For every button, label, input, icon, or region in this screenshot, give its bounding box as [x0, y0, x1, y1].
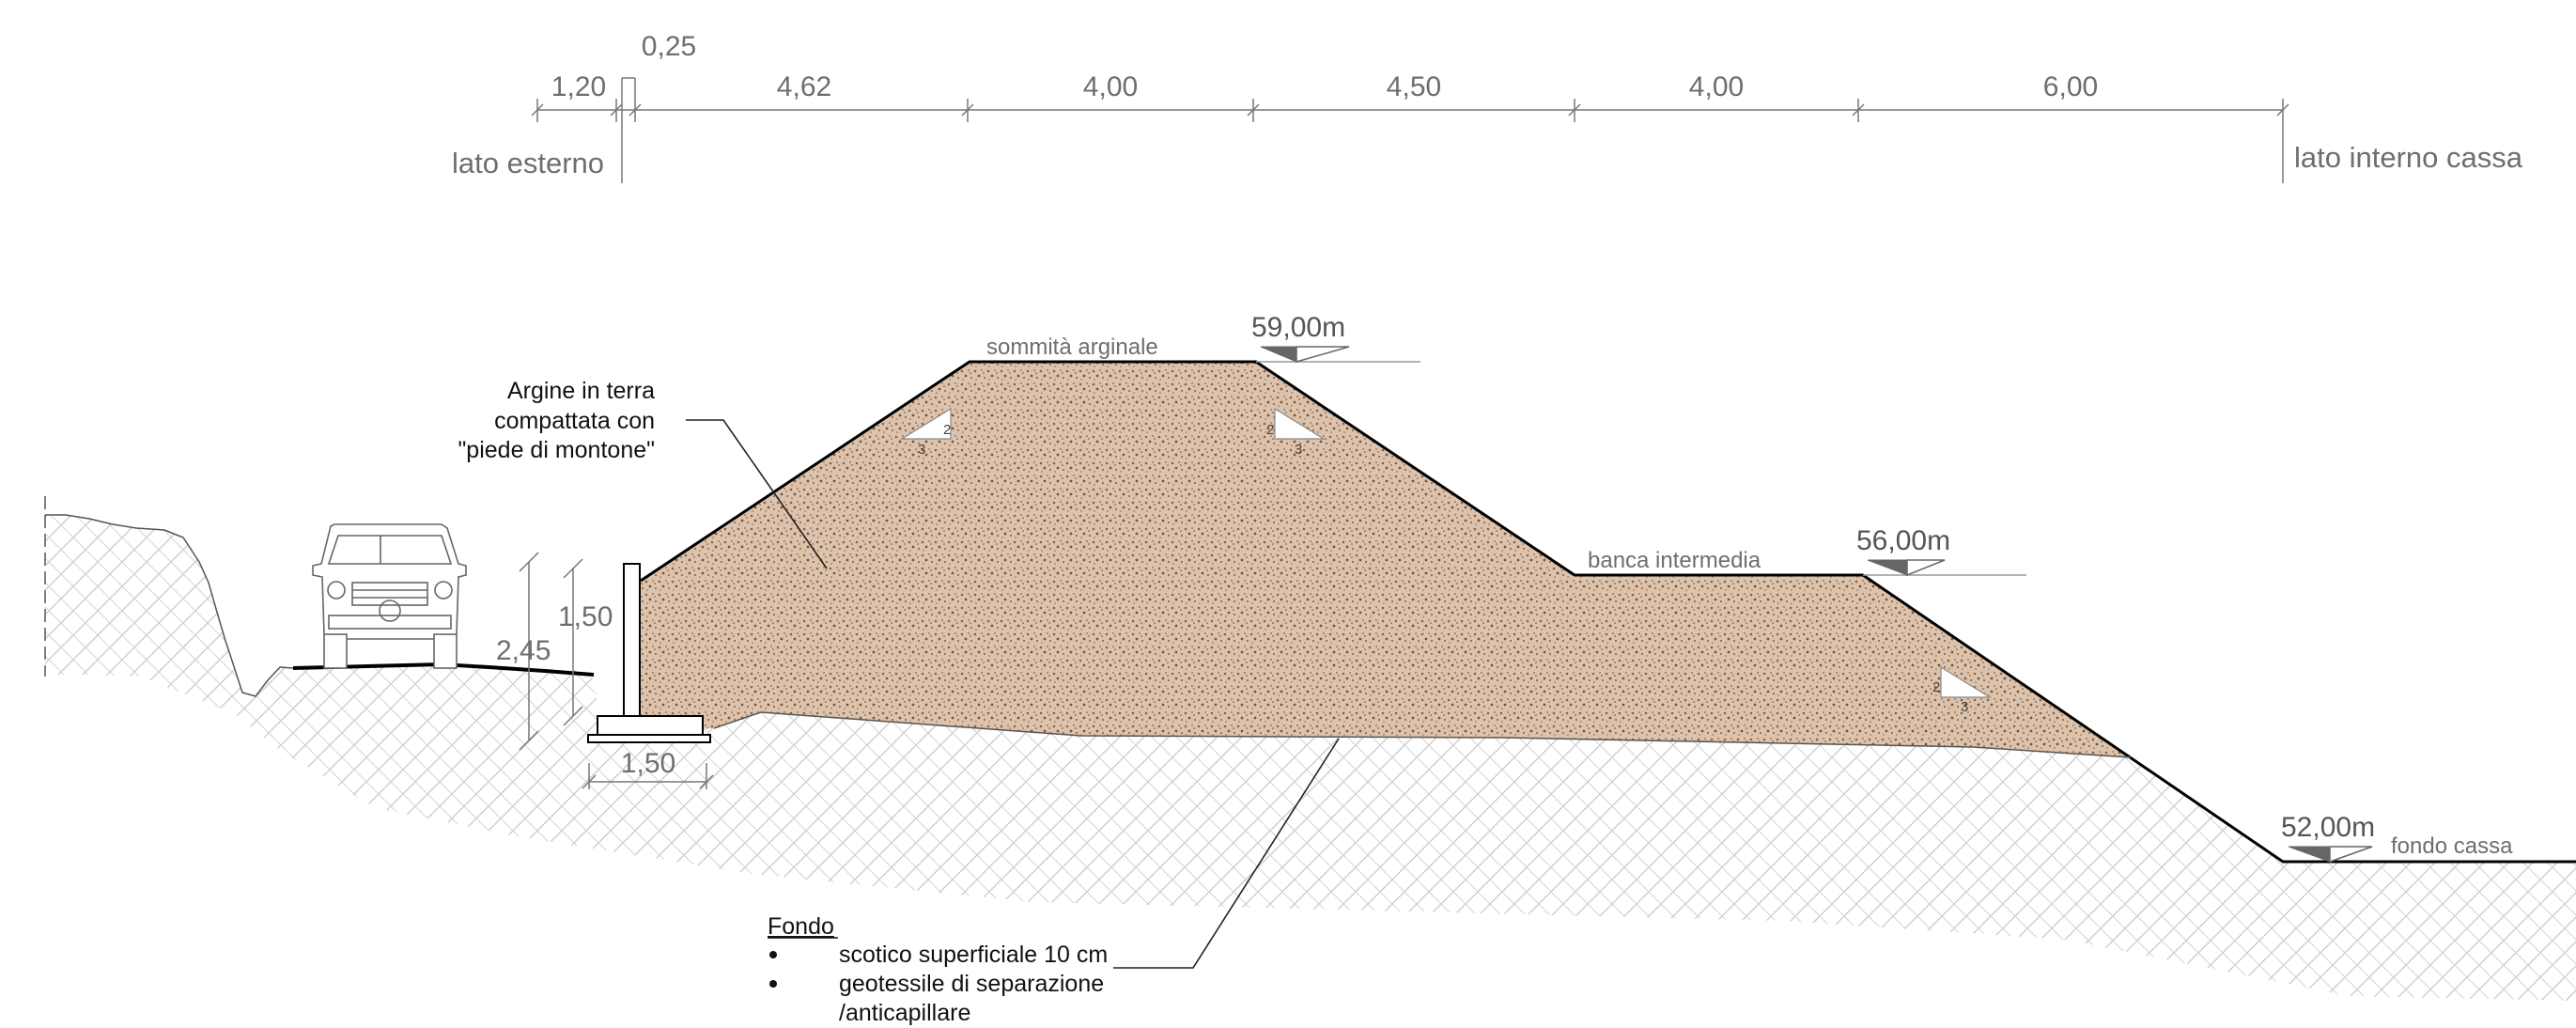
foundation-note-bullet1: scotico superficiale 10 cm [839, 942, 1108, 968]
wall-dimensions [519, 552, 714, 789]
svg-text:2: 2 [943, 422, 951, 438]
vehicle-icon [312, 523, 467, 669]
dim-segment-4: 4,00 [1083, 71, 1138, 102]
bullet-1 [769, 951, 777, 958]
bench-elevation: 56,00m [1856, 525, 1950, 556]
embankment-fill [641, 362, 2131, 757]
dim-segment-1: 1,20 [551, 71, 606, 102]
svg-text:2: 2 [1932, 679, 1940, 695]
bottom-elevation: 52,00m [2281, 812, 2375, 843]
slope-indicator-3: 2 3 [1932, 665, 1993, 715]
foundation-leader [1113, 738, 1340, 969]
top-dimension-chain [531, 77, 2289, 183]
embankment-leader [686, 419, 828, 569]
slope-indicator-1: 2 3 [899, 407, 952, 458]
bench-label: banca intermedia [1588, 548, 1761, 573]
dim-segment-3: 4,62 [777, 71, 831, 102]
crest-label: sommità arginale [986, 335, 1158, 360]
road-surface [292, 662, 595, 677]
embankment-note-line3: "piede di montone" [458, 437, 655, 463]
embankment-outline [640, 360, 2576, 864]
dim-wall-height: 1,50 [558, 601, 613, 632]
dim-segment-6: 4,00 [1689, 71, 1744, 102]
embankment-note-line1: Argine in terra [507, 378, 655, 404]
crest-elevation: 59,00m [1251, 312, 1345, 343]
bullet-2 [769, 980, 777, 988]
label-outer-side: lato esterno [452, 147, 604, 179]
dim-total-height: 2,45 [496, 635, 551, 666]
dim-segment-5: 4,50 [1387, 71, 1441, 102]
slope-indicator-2: 2 3 [1266, 407, 1327, 458]
svg-text:3: 3 [1961, 699, 1968, 715]
bottom-label: fondo cassa [2391, 833, 2513, 859]
svg-text:2: 2 [1266, 422, 1274, 438]
retaining-wall [587, 563, 711, 743]
dim-segment-7: 6,00 [2043, 71, 2098, 102]
foundation-note-bullet2-line2: /anticapillare [839, 1000, 970, 1026]
embankment-note-line2: compattata con [494, 408, 655, 434]
embankment-base-line [713, 711, 2132, 758]
left-ground-profile [45, 514, 294, 697]
label-inner-side: lato interno cassa [2294, 141, 2523, 174]
dim-footing-width: 1,50 [621, 748, 675, 779]
foundation-note-title: Fondo [768, 913, 834, 940]
dim-segment-2: 0,25 [642, 31, 696, 62]
svg-text:3: 3 [918, 442, 925, 458]
foundation-note-bullet2-line1: geotessile di separazione [839, 971, 1104, 997]
svg-text:3: 3 [1295, 442, 1302, 458]
ground-fill [45, 515, 2576, 1001]
